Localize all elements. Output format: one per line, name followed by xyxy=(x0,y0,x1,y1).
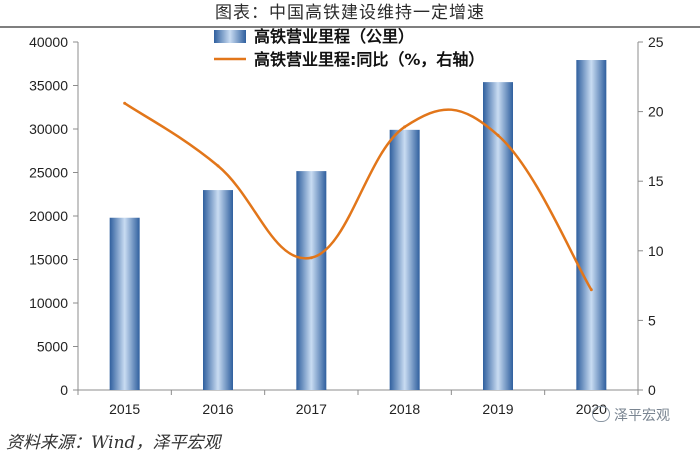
left-axis-tick-label: 10000 xyxy=(29,295,68,311)
chart-title: 图表：中国高铁建设维持一定增速 xyxy=(215,3,485,23)
right-axis-tick-label: 15 xyxy=(648,173,664,189)
growth-point-2015 xyxy=(123,101,127,105)
x-axis-tick-label: 2018 xyxy=(389,401,420,417)
right-axis-tick-label: 0 xyxy=(648,382,656,398)
bar-2020 xyxy=(576,60,607,390)
right-axis-tick-label: 10 xyxy=(648,243,664,259)
left-axis-tick-label: 30000 xyxy=(29,121,68,137)
legend-label-line: 高铁营业里程:同比（%，右轴） xyxy=(254,50,484,69)
left-axis-tick-label: 20000 xyxy=(29,208,68,224)
legend-label-bar: 高铁营业里程（公里） xyxy=(254,27,414,46)
growth-point-2019 xyxy=(496,133,500,137)
x-axis-tick-label: 2019 xyxy=(482,401,513,417)
title-divider xyxy=(0,26,700,28)
left-axis-tick-label: 15000 xyxy=(29,252,68,268)
watermark-text: 泽平宏观 xyxy=(614,408,670,424)
left-axis-tick-label: 40000 xyxy=(29,34,68,50)
right-axis-tick-label: 25 xyxy=(648,34,664,50)
right-axis-tick-label: 20 xyxy=(648,104,664,120)
x-axis-tick-label: 2017 xyxy=(296,401,327,417)
left-axis-tick-label: 0 xyxy=(60,382,68,398)
growth-point-2016 xyxy=(216,164,220,168)
growth-point-2020 xyxy=(589,288,593,292)
bar-2018 xyxy=(389,129,420,390)
bar-2019 xyxy=(483,82,513,391)
bar-2017 xyxy=(296,171,327,390)
growth-line xyxy=(123,102,593,291)
growth-point-2017 xyxy=(309,256,313,260)
left-axis-tick-label: 5000 xyxy=(37,339,68,355)
x-axis-tick-label: 2016 xyxy=(202,401,233,417)
source-note: 资料来源：Wind，泽平宏观 xyxy=(6,433,221,453)
left-axis-tick-label: 35000 xyxy=(29,78,68,94)
growth-point-2018 xyxy=(403,125,407,129)
left-axis-tick-label: 25000 xyxy=(29,165,68,181)
x-axis-tick-label: 2015 xyxy=(109,401,140,417)
bar-2015 xyxy=(109,217,140,390)
right-axis-tick-label: 5 xyxy=(648,312,656,328)
legend-swatch-bar xyxy=(214,30,246,43)
bar-2016 xyxy=(203,190,233,390)
wechat-icon xyxy=(592,406,610,422)
watermark: 泽平宏观 xyxy=(592,405,670,425)
